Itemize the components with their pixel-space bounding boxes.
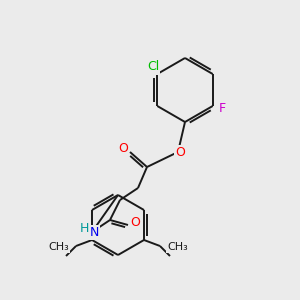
Text: O: O [130, 217, 140, 230]
Text: O: O [175, 146, 185, 158]
Text: CH₃: CH₃ [48, 242, 69, 252]
Text: O: O [118, 142, 128, 155]
Text: H: H [79, 223, 89, 236]
Text: F: F [219, 101, 226, 115]
Text: CH₃: CH₃ [167, 242, 188, 252]
Text: N: N [89, 226, 99, 238]
Text: Cl: Cl [147, 61, 159, 74]
